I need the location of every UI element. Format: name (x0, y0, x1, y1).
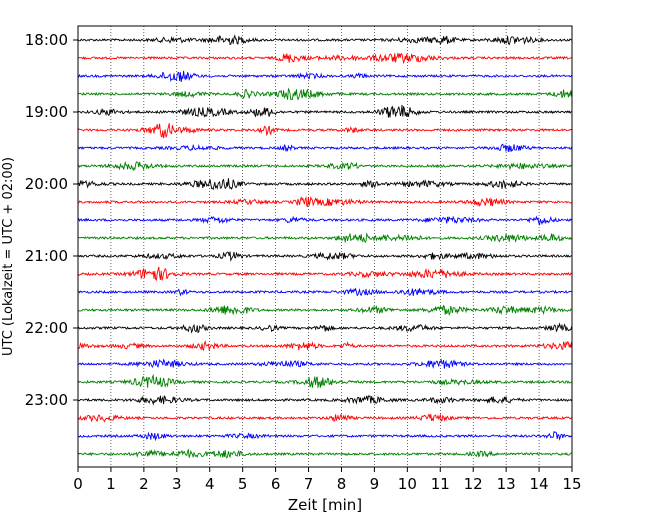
trace-2215 (77, 340, 573, 352)
trace-2115 (77, 266, 572, 281)
x-tick-label-4: 4 (205, 475, 215, 493)
trace-2130 (77, 287, 572, 297)
x-tick-label-10: 10 (398, 475, 417, 493)
x-tick-label-9: 9 (370, 475, 380, 493)
x-tick-label-2: 2 (139, 475, 149, 493)
trace-2145 (77, 304, 572, 317)
x-tick-label-3: 3 (172, 475, 182, 493)
trace-2315 (77, 413, 572, 423)
trace-2000 (77, 178, 572, 191)
trace-2015 (77, 196, 572, 208)
y-axis-ticks: 18:00 19:00 20:00 21:00 22:00 23:00 (25, 31, 78, 409)
trace-2045 (77, 232, 572, 244)
trace-2100 (77, 251, 572, 262)
trace-1930 (77, 143, 573, 152)
trace-2200 (77, 322, 573, 334)
trace-1800 (77, 34, 572, 46)
trace-1900 (77, 104, 572, 118)
x-tick-label-1: 1 (106, 475, 116, 493)
trace-1945 (77, 160, 572, 172)
x-tick-label-13: 13 (497, 475, 516, 493)
trace-1830 (77, 70, 572, 82)
trace-2330 (77, 430, 572, 442)
plot-frame (77, 25, 573, 468)
trace-2230 (77, 358, 572, 369)
trace-2245 (77, 373, 572, 389)
y-tick-label-21:00: 21:00 (25, 247, 68, 265)
x-tick-label-6: 6 (271, 475, 281, 493)
trace-group (77, 34, 573, 459)
x-tick-label-14: 14 (530, 475, 549, 493)
x-tick-label-0: 0 (73, 475, 83, 493)
x-tick-label-12: 12 (464, 475, 483, 493)
x-tick-label-7: 7 (304, 475, 314, 493)
x-axis-ticks: 0 1 2 3 4 5 6 7 8 9 10 11 12 13 14 15 (73, 467, 582, 493)
y-tick-label-20:00: 20:00 (25, 175, 68, 193)
trace-1815 (77, 52, 572, 65)
y-axis-label: UTC (Lokalzeit = UTC + 02:00) (1, 157, 16, 356)
trace-1915 (77, 123, 572, 139)
y-tick-label-22:00: 22:00 (25, 319, 68, 337)
trace-2345 (77, 448, 572, 459)
x-tick-label-11: 11 (431, 475, 450, 493)
x-tick-label-8: 8 (337, 475, 347, 493)
x-tick-label-5: 5 (238, 475, 248, 493)
trace-2300 (77, 395, 572, 406)
trace-1845 (77, 87, 573, 101)
y-tick-label-18:00: 18:00 (25, 31, 68, 49)
trace-2030 (77, 215, 572, 226)
x-tick-label-15: 15 (562, 475, 581, 493)
y-tick-label-23:00: 23:00 (25, 391, 68, 409)
y-tick-label-19:00: 19:00 (25, 103, 68, 121)
x-axis-label: Zeit [min] (288, 496, 362, 514)
